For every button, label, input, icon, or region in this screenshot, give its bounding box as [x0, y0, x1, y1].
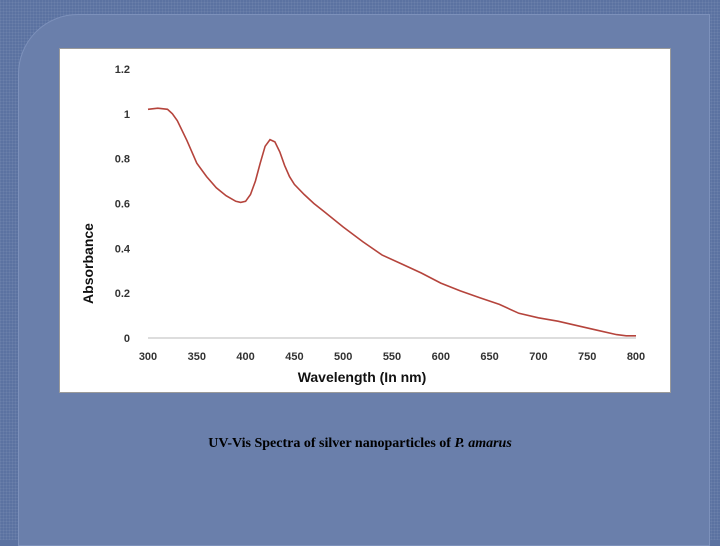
y-tick-label: 1 — [124, 109, 130, 121]
y-tick-label: 0.6 — [115, 199, 130, 211]
x-axis-title: Wavelength (In nm) — [298, 369, 427, 385]
figure-caption: UV-Vis Spectra of silver nanoparticles o… — [0, 436, 720, 452]
absorbance-line — [147, 107, 636, 337]
chart-frame: 0 0.2 0.4 0.6 0.8 1 1.2 300 350 400 450 500 550 600 6… — [59, 48, 671, 393]
x-tick-labels: 300 350 400 450 500 550 600 650 700 750 800 — [139, 351, 645, 363]
y-axis-title: Absorbance — [80, 223, 96, 304]
spectrum-chart: 0 0.2 0.4 0.6 0.8 1 1.2 300 350 400 450 500 550 600 6… — [80, 64, 645, 385]
x-tick-label: 450 — [285, 351, 303, 363]
x-tick-label: 800 — [627, 351, 645, 363]
y-tick-labels: 0 0.2 0.4 0.6 0.8 1 1.2 — [115, 64, 131, 345]
y-tick-label: 0.2 — [115, 288, 130, 300]
x-tick-label: 500 — [334, 351, 352, 363]
x-tick-label: 750 — [578, 351, 596, 363]
x-tick-label: 550 — [383, 351, 401, 363]
y-tick-label: 0 — [124, 333, 130, 345]
y-tick-label: 0.8 — [115, 154, 130, 166]
x-tick-label: 650 — [480, 351, 498, 363]
caption-species: P. amarus — [454, 436, 512, 451]
x-tick-label: 300 — [139, 351, 157, 363]
x-tick-label: 400 — [236, 351, 254, 363]
y-tick-label: 0.4 — [115, 243, 131, 255]
x-tick-label: 350 — [188, 351, 206, 363]
y-tick-label: 1.2 — [115, 64, 130, 76]
x-tick-label: 700 — [529, 351, 547, 363]
caption-text: UV-Vis Spectra of silver nanoparticles o… — [208, 436, 451, 451]
x-tick-label: 600 — [432, 351, 450, 363]
